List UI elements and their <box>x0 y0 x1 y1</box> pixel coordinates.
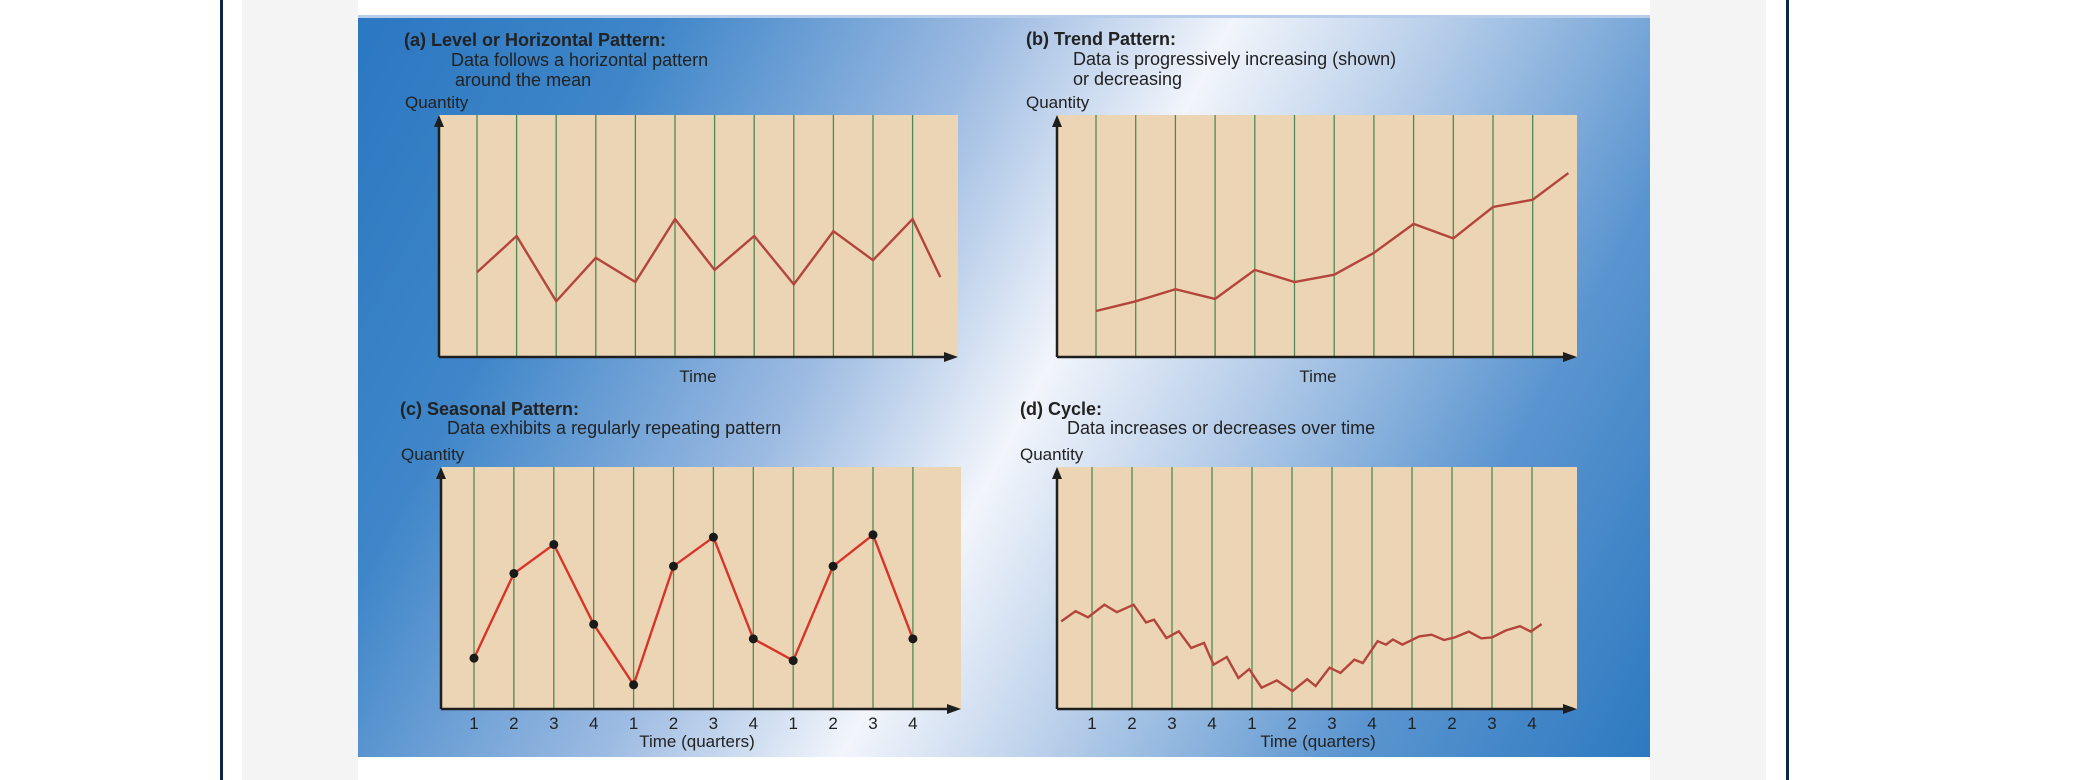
left-margin <box>242 0 358 780</box>
chart-c-plot-area <box>441 467 961 709</box>
charts-svg: 1 2 3 4 1 2 3 4 1 2 3 4 1 2 3 4 1 2 3 4 1 2 3 4 (a) Level or Ho… <box>400 29 1577 751</box>
chart-b-xlabel: Time <box>1299 367 1336 386</box>
chart-c-x-tick-label: 4 <box>749 714 758 733</box>
chart-d-x-tick-label: 1 <box>1087 714 1096 733</box>
chart-c-data-point <box>708 532 718 542</box>
chart-c-x-axis-arrow <box>947 704 961 714</box>
chart-c-x-tick-label: 2 <box>509 714 518 733</box>
chart-a-series-line <box>476 217 942 304</box>
chart-c-data-point <box>908 634 918 644</box>
chart-c-ylabel: Quantity <box>401 445 465 464</box>
chart-a-x-axis-arrow <box>944 352 958 362</box>
chart-c-data-point <box>469 653 479 663</box>
chart-d-series-line <box>1060 603 1543 693</box>
chart-d-x-tick-label: 2 <box>1447 714 1456 733</box>
chart-c-data-point <box>629 680 639 690</box>
chart-b-x-axis-arrow <box>1563 352 1577 362</box>
chart-a-subtitle-1: Data follows a horizontal pattern <box>451 50 708 70</box>
chart-d-title: (d) Cycle: <box>1020 399 1102 419</box>
chart-d-x-tick-label: 4 <box>1367 714 1376 733</box>
chart-d-xlabel: Time (quarters) <box>1260 732 1376 751</box>
chart-c-x-tick-label: 1 <box>469 714 478 733</box>
chart-a-y-axis-arrow <box>434 115 444 127</box>
chart-b-series-line <box>1095 172 1570 313</box>
chart-c-data-point <box>828 561 838 571</box>
chart-b-ylabel: Quantity <box>1026 93 1090 112</box>
left-border-line <box>220 0 223 780</box>
chart-c-data-point <box>868 530 878 540</box>
chart-c-data-point <box>748 634 758 644</box>
chart-d-x-tick-label: 3 <box>1327 714 1336 733</box>
chart-b-subtitle-1: Data is progressively increasing (shown) <box>1073 49 1396 69</box>
chart-d-plot-area <box>1057 467 1577 709</box>
chart-c-x-tick-label: 2 <box>669 714 678 733</box>
chart-a-plot-area <box>439 115 958 357</box>
chart-a-ylabel: Quantity <box>405 93 469 112</box>
right-border-line <box>1786 0 1789 780</box>
chart-d-x-tick-label: 2 <box>1127 714 1136 733</box>
chart-d-ylabel: Quantity <box>1020 445 1084 464</box>
chart-d-x-tick-label: 1 <box>1247 714 1256 733</box>
chart-d-x-tick-label: 3 <box>1167 714 1176 733</box>
chart-c-data-point <box>669 561 678 571</box>
chart-c-title: (c) Seasonal Pattern: <box>400 399 579 419</box>
chart-c-y-axis-arrow <box>436 467 446 479</box>
chart-c-x-tick-label: 3 <box>549 714 558 733</box>
time-series-patterns-figure: 1 2 3 4 1 2 3 4 1 2 3 4 1 2 3 4 1 2 3 4 1 2 3 4 (a) Level or Ho… <box>358 15 1650 757</box>
chart-c-x-tick-label: 1 <box>629 714 638 733</box>
chart-c-xlabel: Time (quarters) <box>639 732 755 751</box>
chart-d-subtitle: Data increases or decreases over time <box>1067 418 1375 438</box>
right-margin <box>1650 0 1766 780</box>
chart-c-data-point <box>589 619 599 629</box>
chart-c-series-line <box>472 532 915 688</box>
chart-b-subtitle-2: or decreasing <box>1073 69 1182 89</box>
chart-a-subtitle-2: around the mean <box>455 70 591 90</box>
chart-b-title: (b) Trend Pattern: <box>1026 29 1176 49</box>
chart-c-data-point <box>788 656 798 666</box>
chart-b-y-axis-arrow <box>1052 115 1062 127</box>
chart-c-x-tick-label: 1 <box>788 714 797 733</box>
chart-b-plot-area <box>1057 115 1577 357</box>
chart-d-x-axis-arrow <box>1563 704 1577 714</box>
chart-d-x-tick-label: 1 <box>1407 714 1416 733</box>
chart-c-data-point <box>549 539 559 549</box>
chart-d-y-axis-arrow <box>1052 467 1062 479</box>
chart-d-x-tick-label: 4 <box>1207 714 1216 733</box>
chart-a-title: (a) Level or Horizontal Pattern: <box>404 30 666 50</box>
chart-d-x-tick-label: 4 <box>1527 714 1536 733</box>
chart-c-x-tick-label: 4 <box>908 714 917 733</box>
chart-c-x-tick-label: 3 <box>709 714 718 733</box>
chart-c-x-tick-label: 4 <box>589 714 598 733</box>
chart-c-x-tick-label: 3 <box>868 714 877 733</box>
chart-a-xlabel: Time <box>679 367 716 386</box>
chart-c-subtitle: Data exhibits a regularly repeating patt… <box>447 418 781 438</box>
chart-c-data-point <box>509 568 519 578</box>
chart-d-x-tick-label: 3 <box>1487 714 1496 733</box>
chart-d-x-tick-label: 2 <box>1287 714 1296 733</box>
chart-c-x-tick-label: 2 <box>828 714 837 733</box>
